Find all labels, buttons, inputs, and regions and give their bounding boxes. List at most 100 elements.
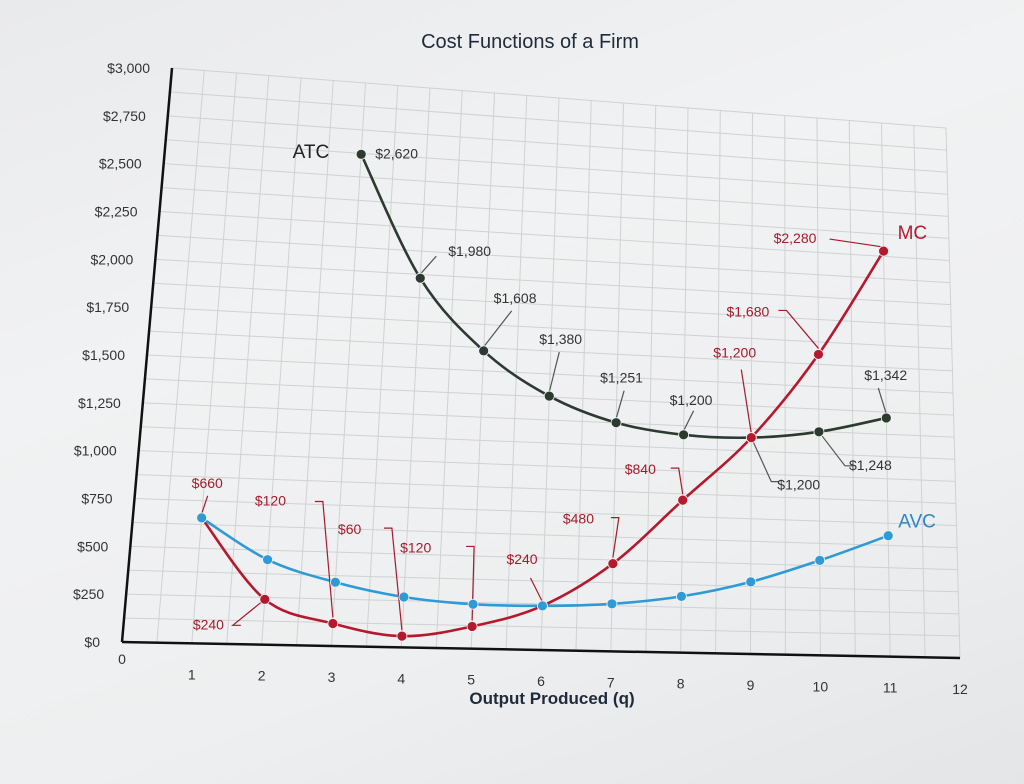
x-tick-label: 3	[328, 669, 336, 685]
y-tick-label: $2,500	[99, 156, 142, 172]
y-tick-label: $2,250	[95, 204, 138, 220]
leader-line	[466, 545, 475, 621]
grid	[124, 67, 961, 659]
mc-point	[878, 245, 889, 257]
x-tick-label: 2	[258, 668, 266, 684]
mc-point	[745, 432, 757, 444]
avc-series-label: AVC	[898, 512, 936, 533]
x-tick-label: 0	[118, 651, 126, 667]
leader-line	[314, 500, 334, 618]
avc-point	[745, 576, 757, 588]
gridline-horizontal	[124, 617, 960, 637]
gridline-horizontal	[171, 67, 947, 129]
mc-point	[677, 494, 689, 506]
gridline-horizontal	[153, 282, 952, 328]
gridline-horizontal	[151, 306, 952, 350]
leader-line	[419, 255, 437, 275]
mc-value-label: $120	[400, 539, 431, 555]
atc-point	[543, 390, 555, 402]
gridline-horizontal	[161, 187, 949, 239]
gridline-horizontal	[128, 569, 959, 593]
mc-value-label: $480	[563, 511, 594, 527]
atc-point	[880, 412, 892, 424]
leader-line	[483, 310, 513, 348]
gridline-horizontal	[163, 163, 949, 217]
x-tick-label: 11	[883, 680, 898, 696]
avc-point	[196, 512, 208, 524]
leader-line	[877, 387, 887, 415]
x-tick-label: 10	[813, 678, 829, 694]
atc-value-label: $2,620	[375, 145, 418, 161]
mc-value-label: $1,680	[726, 303, 769, 319]
mc-point	[607, 558, 619, 569]
gridline-horizontal	[146, 354, 954, 394]
gridline-horizontal	[134, 498, 957, 526]
leader-line	[548, 351, 560, 393]
gridline-horizontal	[167, 115, 948, 173]
leader-line	[383, 527, 403, 631]
gridline-horizontal	[149, 330, 953, 372]
series-points	[196, 148, 894, 642]
atc-value-label: $1,251	[600, 370, 643, 386]
avc-point	[814, 555, 826, 566]
x-axis-label: Output Produced (q)	[469, 689, 634, 708]
y-tick-label: $2,000	[91, 251, 134, 267]
y-tick-label: $0	[84, 634, 100, 650]
mc-value-label: $2,280	[774, 230, 817, 246]
avc-point	[467, 598, 479, 610]
leader-line	[529, 577, 543, 603]
mc-value-label: $660	[192, 475, 223, 491]
avc-point	[329, 576, 341, 588]
gridline-horizontal	[165, 139, 948, 195]
x-tick-label: 12	[952, 681, 968, 697]
mc-value-label: $240	[506, 551, 537, 567]
atc-value-label: $1,248	[849, 457, 892, 473]
leader-line	[670, 467, 684, 495]
atc-point	[478, 345, 490, 357]
mc-value-label: $120	[255, 492, 286, 508]
mc-point	[396, 630, 408, 642]
atc-point	[414, 272, 426, 284]
mc-value-label: $240	[193, 616, 224, 632]
gridline-horizontal	[138, 450, 956, 482]
x-tick-label: 6	[537, 673, 545, 689]
chart-title: Cost Functions of a Firm	[421, 31, 639, 53]
x-tick-label: 8	[677, 676, 685, 692]
mc-value-label: $1,200	[713, 345, 756, 361]
x-axis	[121, 640, 961, 660]
leader-line	[683, 410, 695, 432]
mc-point	[259, 593, 271, 605]
y-tick-label: $3,000	[107, 60, 150, 76]
atc-series-label: ATC	[293, 142, 330, 163]
leader-line	[778, 309, 819, 349]
gridline-horizontal	[155, 258, 951, 306]
atc-value-label: $1,980	[448, 243, 491, 259]
mc-point	[327, 618, 339, 629]
mc-point	[466, 621, 478, 632]
leader-line	[610, 516, 620, 558]
axes	[120, 67, 961, 660]
gridline-horizontal	[132, 521, 958, 549]
avc-point	[398, 591, 410, 603]
y-tick-label: $500	[77, 538, 108, 554]
leader-line	[829, 238, 884, 248]
x-tick-label: 7	[607, 674, 615, 690]
atc-point	[678, 429, 689, 441]
gridline-horizontal	[136, 474, 956, 504]
y-tick-label: $2,750	[103, 108, 146, 124]
atc-point	[813, 426, 825, 438]
avc-point	[537, 600, 548, 612]
atc-value-label: $1,200	[777, 477, 820, 493]
mc-point	[813, 349, 824, 360]
leader-line	[231, 598, 266, 626]
y-tick-label: $750	[81, 491, 112, 507]
y-axis	[120, 67, 174, 643]
x-tick-label: 1	[188, 666, 196, 682]
mc-value-label: $840	[625, 461, 656, 477]
mc-value-label: $60	[338, 521, 362, 537]
y-tick-label: $250	[73, 586, 104, 602]
atc-value-label: $1,342	[864, 367, 907, 383]
gridline-horizontal	[140, 426, 955, 460]
x-tick-label: 5	[467, 672, 475, 688]
